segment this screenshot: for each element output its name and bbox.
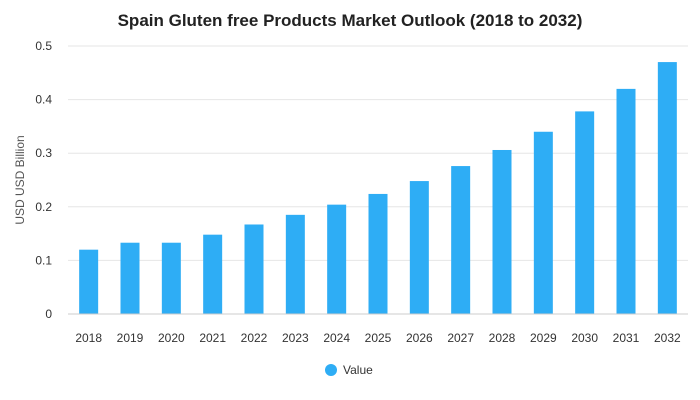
x-tick-label: 2029 — [530, 331, 557, 345]
bar-2030[interactable] — [575, 111, 595, 314]
x-tick-label: 2023 — [282, 331, 309, 345]
y-tick-label: 0 — [45, 307, 52, 321]
bar-2021[interactable] — [203, 234, 223, 314]
legend[interactable]: Value — [325, 363, 373, 377]
legend-marker — [325, 364, 337, 376]
bar-2024[interactable] — [327, 204, 347, 314]
bar-2023[interactable] — [285, 214, 305, 314]
y-tick-label: 0.5 — [35, 39, 52, 53]
x-tick-label: 2027 — [447, 331, 474, 345]
bar-2022[interactable] — [244, 224, 264, 314]
x-tick-label: 2025 — [365, 331, 392, 345]
x-tick-label: 2031 — [613, 331, 640, 345]
x-tick-label: 2030 — [571, 331, 598, 345]
bar-2020[interactable] — [161, 242, 181, 314]
x-axis-ticks: 2018 2019 2020 2021 2022 2023 2024 2025 2026 2027… — [75, 331, 681, 345]
y-axis-ticks: 0 0.1 0.2 0.3 0.4 0.5 — [35, 39, 52, 321]
bar-2029[interactable] — [533, 131, 553, 314]
bar-2031[interactable] — [616, 88, 636, 314]
y-tick-label: 0.2 — [35, 200, 52, 214]
bar-2018[interactable] — [79, 249, 99, 314]
y-tick-label: 0.3 — [35, 146, 52, 160]
x-tick-label: 2019 — [117, 331, 144, 345]
y-axis-label: USD USD Billion — [13, 135, 27, 224]
bar-2025[interactable] — [368, 193, 388, 314]
y-tick-label: 0.1 — [35, 253, 52, 267]
y-tick-label: 0.4 — [35, 93, 52, 107]
x-tick-label: 2018 — [75, 331, 102, 345]
x-tick-label: 2024 — [323, 331, 350, 345]
x-tick-label: 2022 — [241, 331, 268, 345]
x-tick-label: 2032 — [654, 331, 681, 345]
bar-2026[interactable] — [409, 181, 429, 314]
x-tick-label: 2020 — [158, 331, 185, 345]
legend-label: Value — [343, 363, 373, 377]
x-tick-label: 2028 — [489, 331, 516, 345]
bars — [79, 62, 677, 314]
bar-2028[interactable] — [492, 149, 512, 314]
x-tick-label: 2026 — [406, 331, 433, 345]
x-tick-label: 2021 — [199, 331, 226, 345]
bar-2032[interactable] — [657, 62, 677, 314]
bar-2019[interactable] — [120, 242, 140, 314]
chart-title: Spain Gluten free Products Market Outloo… — [118, 11, 583, 30]
bar-2027[interactable] — [451, 166, 471, 314]
